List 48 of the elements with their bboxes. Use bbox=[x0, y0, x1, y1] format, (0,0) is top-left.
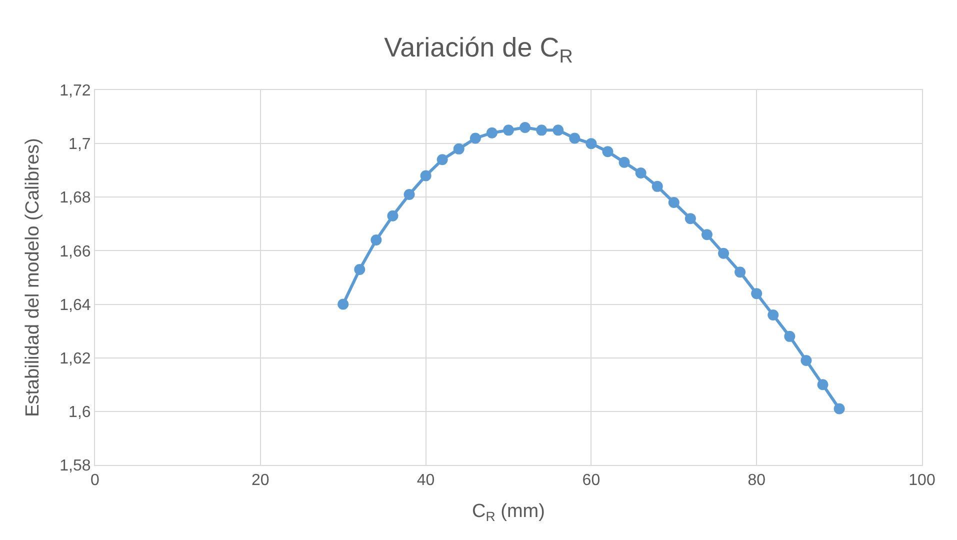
x-tick-label: 80 bbox=[748, 472, 766, 490]
point bbox=[354, 264, 366, 275]
y-tick-label: 1,7 bbox=[68, 136, 91, 154]
point bbox=[800, 355, 812, 366]
point bbox=[834, 403, 845, 414]
point bbox=[453, 143, 464, 154]
point bbox=[370, 234, 382, 246]
point bbox=[552, 124, 564, 136]
point bbox=[420, 170, 432, 182]
point bbox=[470, 132, 481, 144]
x-tick-label: 20 bbox=[252, 472, 270, 490]
point bbox=[338, 298, 349, 310]
x-tick-label: 100 bbox=[908, 472, 936, 490]
x-tick-label: 60 bbox=[582, 472, 600, 490]
y-tick-label: 1,64 bbox=[60, 296, 91, 314]
point bbox=[784, 330, 796, 342]
point bbox=[734, 266, 746, 278]
point bbox=[718, 248, 730, 259]
x-axis-title: C$_{R}$ (mm) bbox=[472, 501, 545, 524]
point bbox=[436, 154, 448, 166]
point bbox=[503, 124, 514, 136]
y-tick-label: 1,62 bbox=[60, 350, 91, 368]
point bbox=[701, 229, 712, 240]
y-tick-label: 1,68 bbox=[60, 190, 91, 207]
point bbox=[586, 138, 597, 150]
point bbox=[684, 213, 696, 224]
point bbox=[404, 188, 415, 200]
point bbox=[652, 180, 663, 192]
point bbox=[751, 288, 762, 300]
chart-title: Variación de C$_{R}$ bbox=[384, 32, 573, 68]
y-tick-label: 1,6 bbox=[68, 404, 91, 422]
y-tick-label: 1,58 bbox=[60, 458, 91, 475]
point bbox=[486, 127, 498, 138]
point bbox=[768, 310, 779, 320]
point bbox=[520, 122, 531, 133]
point bbox=[618, 156, 630, 168]
point bbox=[569, 132, 580, 144]
point bbox=[635, 168, 646, 179]
point bbox=[668, 197, 680, 208]
point bbox=[387, 210, 398, 222]
y-axis-title: Estabilidad del modelo (Calibres) bbox=[22, 138, 44, 417]
x-tick-label: 40 bbox=[416, 472, 435, 490]
x-tick-label: 0 bbox=[90, 472, 100, 490]
point bbox=[817, 379, 828, 390]
point bbox=[602, 146, 614, 158]
y-tick-label: 1,66 bbox=[60, 243, 91, 260]
y-tick-label: 1,72 bbox=[60, 82, 91, 100]
point bbox=[536, 124, 548, 136]
